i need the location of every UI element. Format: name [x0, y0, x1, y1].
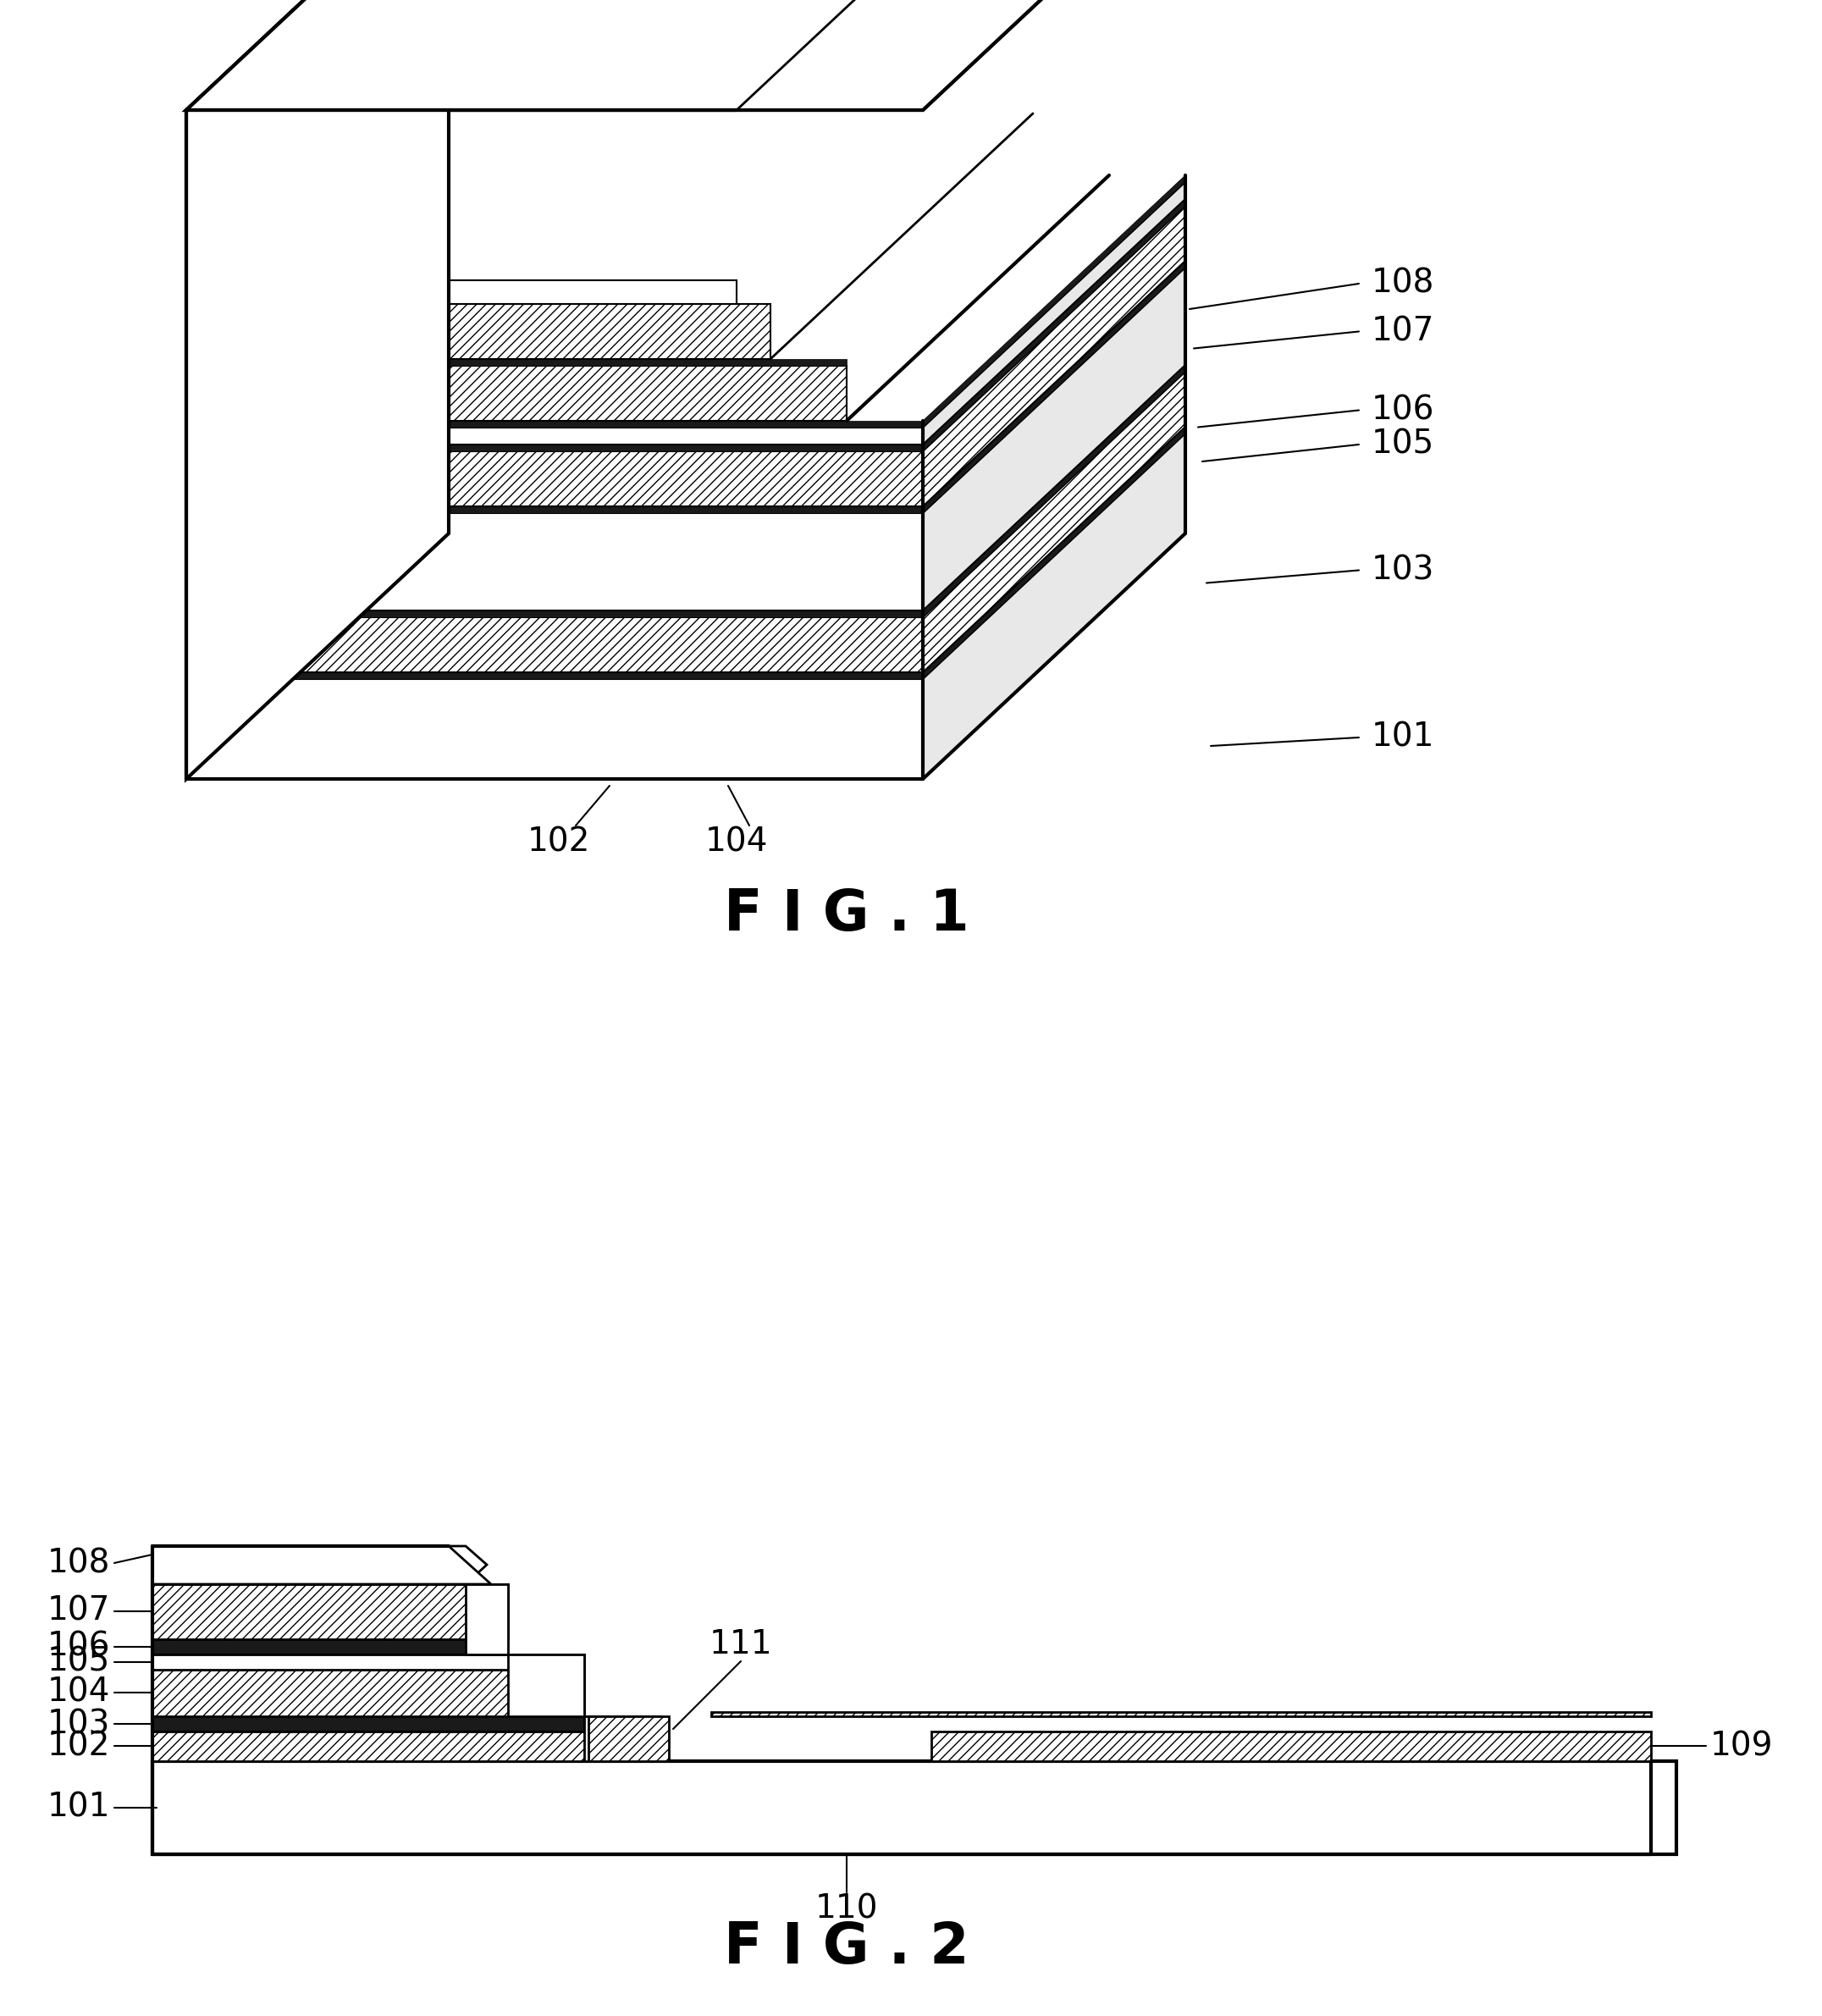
- Text: 109: 109: [1711, 1730, 1773, 1762]
- Polygon shape: [186, 611, 924, 617]
- Text: 104: 104: [705, 827, 769, 859]
- Polygon shape: [153, 1732, 660, 1762]
- Polygon shape: [585, 1716, 660, 1762]
- Polygon shape: [711, 1712, 1651, 1716]
- Polygon shape: [924, 200, 1186, 452]
- Polygon shape: [186, 617, 924, 671]
- Text: 108: 108: [1372, 268, 1434, 300]
- Polygon shape: [153, 1585, 508, 1639]
- Text: 105: 105: [47, 1645, 109, 1677]
- Polygon shape: [153, 1762, 1676, 1855]
- Polygon shape: [153, 1655, 585, 1669]
- Text: F I G . 1: F I G . 1: [723, 887, 969, 941]
- Text: 102: 102: [47, 1730, 109, 1762]
- Text: 101: 101: [47, 1792, 109, 1824]
- Text: 103: 103: [47, 1708, 109, 1740]
- Polygon shape: [924, 181, 1186, 444]
- Polygon shape: [186, 452, 924, 506]
- Text: F I G . 2: F I G . 2: [723, 1919, 969, 1976]
- Text: 105: 105: [1372, 429, 1434, 460]
- Polygon shape: [186, 280, 736, 304]
- Polygon shape: [186, 671, 924, 679]
- Text: 106: 106: [47, 1631, 109, 1663]
- Polygon shape: [186, 0, 1186, 111]
- Polygon shape: [924, 206, 1186, 506]
- Polygon shape: [924, 175, 1186, 427]
- Polygon shape: [153, 1716, 660, 1732]
- Text: 101: 101: [1372, 722, 1434, 754]
- Polygon shape: [186, 514, 924, 611]
- Polygon shape: [924, 268, 1186, 611]
- Text: 108: 108: [47, 1546, 109, 1579]
- Polygon shape: [589, 1716, 669, 1762]
- Polygon shape: [186, 679, 924, 778]
- Polygon shape: [153, 1639, 508, 1655]
- Polygon shape: [508, 1655, 585, 1716]
- Polygon shape: [186, 0, 1186, 111]
- Polygon shape: [186, 444, 924, 452]
- Text: 111: 111: [709, 1629, 773, 1661]
- Polygon shape: [924, 365, 1186, 617]
- Text: 104: 104: [47, 1677, 109, 1710]
- Polygon shape: [153, 1546, 486, 1585]
- Polygon shape: [186, 506, 924, 514]
- Polygon shape: [153, 1546, 492, 1585]
- Polygon shape: [186, 427, 924, 444]
- Polygon shape: [931, 1732, 1651, 1762]
- Polygon shape: [186, 359, 847, 365]
- Text: 102: 102: [527, 827, 590, 859]
- Text: 103: 103: [1372, 554, 1434, 587]
- Polygon shape: [186, 0, 448, 778]
- Polygon shape: [153, 1669, 585, 1716]
- Polygon shape: [186, 304, 771, 359]
- Polygon shape: [924, 260, 1186, 514]
- Text: 110: 110: [814, 1893, 878, 1925]
- Text: 107: 107: [47, 1595, 109, 1627]
- Polygon shape: [466, 1585, 508, 1655]
- Polygon shape: [186, 421, 924, 427]
- Polygon shape: [924, 427, 1186, 679]
- Text: 106: 106: [1372, 395, 1434, 425]
- Polygon shape: [924, 433, 1186, 778]
- Text: 107: 107: [1372, 314, 1434, 347]
- Polygon shape: [186, 365, 847, 421]
- Polygon shape: [924, 371, 1186, 671]
